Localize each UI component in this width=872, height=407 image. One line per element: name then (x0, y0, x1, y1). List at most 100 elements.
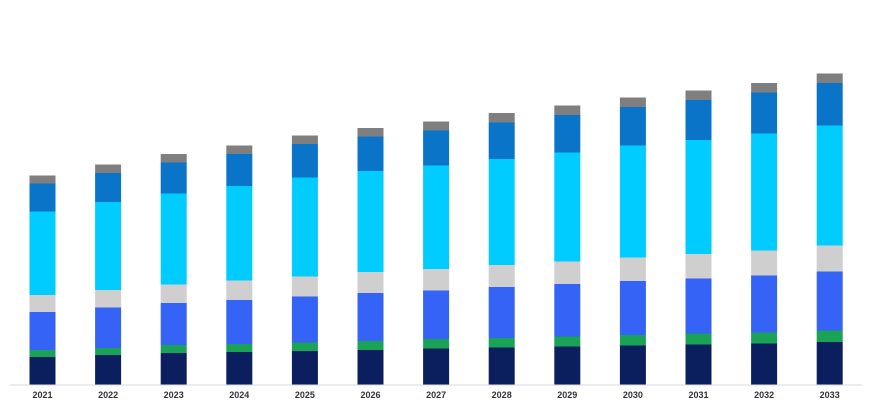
bar-segment-2033-s7 (816, 73, 843, 83)
bar-segment-2021-s1 (29, 357, 56, 385)
bar-segment-2028-s3 (488, 287, 515, 338)
bar-segment-2029-s4 (554, 261, 581, 284)
bar-segment-2026-s5 (357, 171, 384, 272)
bar-segment-2024-s3 (226, 300, 253, 344)
bar-segment-2032-s1 (751, 343, 778, 385)
bar-segment-2024-s5 (226, 186, 253, 281)
x-tick-label-2030: 2030 (623, 390, 643, 400)
bar-segment-2027-s6 (423, 130, 450, 166)
x-tick-label-2024: 2024 (229, 390, 249, 400)
x-tick-label-2033: 2033 (820, 390, 840, 400)
bar-segment-2021-s7 (29, 175, 56, 184)
bar-segment-2030-s5 (619, 145, 646, 258)
x-tick-label-2032: 2032 (754, 390, 774, 400)
bar-segment-2031-s6 (685, 100, 712, 140)
bar-segment-2026-s2 (357, 341, 384, 350)
bar-segment-2024-s4 (226, 280, 253, 300)
bar-segment-2029-s5 (554, 152, 581, 262)
bar-segment-2024-s6 (226, 154, 253, 186)
x-tick-label-2028: 2028 (492, 390, 512, 400)
x-tick-label-2021: 2021 (32, 390, 52, 400)
bar-segment-2028-s6 (488, 122, 515, 159)
bar-segment-2032-s7 (751, 83, 778, 93)
bar-segment-2029-s7 (554, 105, 581, 115)
bar-segment-2023-s2 (160, 345, 187, 353)
x-tick-label-2029: 2029 (557, 390, 577, 400)
bar-segment-2021-s3 (29, 312, 56, 350)
bar-segment-2027-s3 (423, 290, 450, 339)
bar-segment-2031-s5 (685, 140, 712, 254)
bar-segment-2023-s6 (160, 162, 187, 194)
bar-segment-2027-s7 (423, 121, 450, 131)
x-tick-label-2025: 2025 (295, 390, 315, 400)
bars-layer (29, 73, 843, 385)
bar-segment-2025-s7 (291, 135, 318, 144)
bar-segment-2030-s7 (619, 97, 646, 107)
bar-segment-2031-s7 (685, 90, 712, 100)
bar-segment-2032-s6 (751, 92, 778, 134)
bar-segment-2025-s1 (291, 351, 318, 385)
bar-segment-2025-s5 (291, 177, 318, 277)
bar-segment-2029-s6 (554, 115, 581, 153)
bar-segment-2032-s4 (751, 250, 778, 276)
bar-segment-2033-s6 (816, 83, 843, 126)
bar-segment-2033-s5 (816, 125, 843, 246)
bar-segment-2028-s4 (488, 265, 515, 287)
bar-segment-2027-s4 (423, 269, 450, 291)
bar-segment-2021-s2 (29, 350, 56, 357)
bar-segment-2029-s2 (554, 336, 581, 347)
bar-segment-2032-s3 (751, 275, 778, 333)
bar-segment-2033-s3 (816, 271, 843, 331)
bar-segment-2032-s2 (751, 332, 778, 344)
bar-segment-2030-s6 (619, 107, 646, 146)
bar-segment-2023-s4 (160, 284, 187, 303)
bar-segment-2026-s1 (357, 350, 384, 385)
bar-segment-2028-s2 (488, 338, 515, 348)
bar-segment-2027-s5 (423, 165, 450, 269)
bar-segment-2030-s4 (619, 257, 646, 281)
bar-segment-2024-s1 (226, 352, 253, 385)
bar-segment-2026-s3 (357, 293, 384, 341)
bar-segment-2022-s3 (95, 307, 122, 348)
bar-segment-2022-s2 (95, 348, 122, 355)
x-tick-label-2031: 2031 (688, 390, 708, 400)
bar-segment-2031-s3 (685, 278, 712, 334)
bar-segment-2025-s2 (291, 342, 318, 351)
bar-segment-2031-s2 (685, 333, 712, 345)
bar-segment-2027-s1 (423, 348, 450, 385)
bar-segment-2031-s4 (685, 254, 712, 279)
bar-segment-2025-s4 (291, 276, 318, 297)
bar-segment-2029-s1 (554, 346, 581, 385)
bar-segment-2026-s6 (357, 136, 384, 171)
bar-segment-2023-s7 (160, 154, 187, 163)
bar-segment-2027-s2 (423, 339, 450, 349)
bar-segment-2025-s3 (291, 296, 318, 343)
bar-segment-2024-s2 (226, 344, 253, 352)
bar-segment-2021-s6 (29, 183, 56, 212)
bar-segment-2032-s5 (751, 133, 778, 251)
bar-segment-2033-s4 (816, 245, 843, 272)
x-tick-label-2026: 2026 (360, 390, 380, 400)
bar-segment-2026-s7 (357, 128, 384, 137)
bar-segment-2023-s5 (160, 193, 187, 285)
bar-segment-2023-s1 (160, 353, 187, 385)
bar-segment-2030-s1 (619, 345, 646, 385)
bar-segment-2030-s2 (619, 335, 646, 346)
x-tick-label-2027: 2027 (426, 390, 446, 400)
bar-segment-2024-s7 (226, 145, 253, 154)
bar-segment-2022-s5 (95, 202, 122, 290)
x-tick-labels: 2021 2022 2023 2024 2025 2026 2027 2028 2029 2030… (32, 390, 839, 400)
x-tick-label-2022: 2022 (98, 390, 118, 400)
bar-segment-2021-s5 (29, 211, 56, 295)
bar-segment-2025-s6 (291, 144, 318, 178)
bar-segment-2028-s1 (488, 347, 515, 385)
bar-segment-2028-s7 (488, 113, 515, 123)
bar-segment-2033-s2 (816, 330, 843, 342)
bar-segment-2030-s3 (619, 281, 646, 335)
bar-segment-2031-s1 (685, 344, 712, 385)
bar-segment-2022-s6 (95, 173, 122, 202)
x-tick-label-2023: 2023 (164, 390, 184, 400)
bar-segment-2022-s4 (95, 290, 122, 308)
bar-segment-2022-s1 (95, 355, 122, 385)
